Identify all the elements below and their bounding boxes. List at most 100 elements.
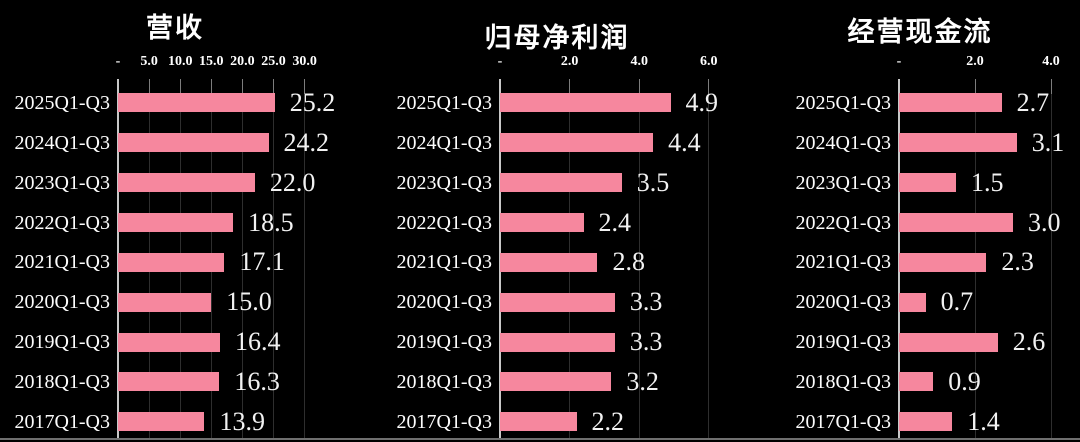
tick-mark — [148, 79, 150, 94]
bar — [500, 412, 577, 432]
bar — [899, 173, 956, 193]
bar — [899, 252, 987, 272]
bar — [899, 212, 1013, 232]
tick-mark — [179, 79, 181, 94]
category-label: 2021Q1-Q3 — [14, 251, 110, 274]
value-label: 4.9 — [685, 88, 719, 117]
category-label: 2019Q1-Q3 — [795, 331, 891, 354]
value-label: 16.3 — [234, 366, 280, 396]
value-label: 0.9 — [948, 366, 981, 396]
category-label: 2023Q1-Q3 — [795, 171, 891, 194]
value-label: 3.2 — [626, 366, 659, 396]
value-label: 3.5 — [636, 167, 670, 197]
gridline — [708, 79, 710, 438]
tick-mark — [304, 79, 306, 94]
bar — [118, 412, 205, 432]
value-label: 2.3 — [1001, 247, 1034, 277]
gridline — [273, 79, 274, 438]
category-label: 2025Q1-Q3 — [795, 92, 891, 114]
bar — [899, 292, 926, 312]
axis-tick-label: 4.0 — [630, 54, 648, 69]
category-label: 2024Q1-Q3 — [14, 131, 110, 154]
value-label: 18.5 — [248, 207, 294, 237]
tick-mark — [638, 79, 640, 94]
category-label: 2024Q1-Q3 — [396, 131, 492, 154]
bar — [118, 173, 255, 193]
category-label: 2019Q1-Q3 — [14, 331, 110, 354]
tick-mark — [974, 79, 976, 94]
bar — [118, 292, 212, 312]
category-label: 2017Q1-Q3 — [396, 410, 492, 433]
category-label: 2020Q1-Q3 — [795, 291, 891, 314]
axis-tick-label: 20.0 — [230, 54, 255, 69]
axis-tick-label: 4.0 — [1042, 54, 1060, 69]
value-label: 15.0 — [226, 287, 272, 317]
bar — [899, 412, 953, 432]
tick-mark — [210, 79, 212, 94]
value-label: 3.3 — [629, 287, 663, 317]
category-label: 2023Q1-Q3 — [14, 171, 110, 194]
bar — [500, 93, 671, 113]
bar — [500, 212, 584, 232]
axis-tick-label: 25.0 — [261, 54, 286, 69]
value-label: 2.7 — [1016, 88, 1050, 117]
value-label: 4.4 — [668, 127, 701, 157]
gridline — [241, 79, 243, 438]
category-label: 2022Q1-Q3 — [396, 211, 492, 234]
value-label: 22.0 — [269, 167, 316, 197]
bar — [500, 133, 654, 153]
category-label: 2019Q1-Q3 — [396, 331, 492, 354]
axis-tick-label: 2.0 — [560, 54, 579, 69]
category-label: 2022Q1-Q3 — [14, 211, 110, 234]
tick-mark — [273, 79, 274, 94]
category-label: 2018Q1-Q3 — [396, 370, 492, 393]
value-label: 3.0 — [1028, 207, 1061, 237]
bar — [500, 292, 615, 312]
value-label: 17.1 — [239, 247, 285, 277]
value-label: 16.4 — [235, 327, 281, 357]
value-label: 25.2 — [289, 88, 336, 117]
category-label: 2021Q1-Q3 — [795, 251, 891, 274]
chart-baseline — [0, 438, 1080, 440]
value-label: 2.6 — [1012, 327, 1046, 357]
gridline — [1050, 79, 1052, 438]
axis-tick-label: - — [896, 54, 902, 69]
bar — [118, 252, 225, 272]
value-label: 1.4 — [967, 406, 1000, 436]
bar — [899, 332, 998, 352]
value-label: 3.3 — [629, 327, 663, 357]
category-label: 2024Q1-Q3 — [795, 131, 891, 154]
bar — [500, 173, 622, 193]
axis-tick-label: - — [115, 54, 121, 69]
axis-tick-label: - — [497, 54, 503, 69]
category-label: 2020Q1-Q3 — [396, 291, 492, 314]
axis-tick-label: 5.0 — [140, 54, 158, 69]
bar — [118, 372, 220, 392]
axis-tick-label: 6.0 — [700, 54, 718, 69]
tick-mark — [569, 79, 571, 94]
value-label: 13.9 — [219, 406, 265, 436]
bar — [899, 93, 1002, 113]
bar — [118, 212, 234, 232]
gridline — [638, 79, 640, 438]
value-label: 1.5 — [971, 167, 1004, 197]
category-label: 2017Q1-Q3 — [14, 410, 110, 433]
bar — [118, 93, 275, 113]
category-label: 2025Q1-Q3 — [396, 92, 492, 114]
bar — [118, 133, 269, 153]
category-label: 2018Q1-Q3 — [14, 370, 110, 393]
tick-mark — [241, 79, 243, 94]
category-label: 2018Q1-Q3 — [795, 370, 891, 393]
gridline — [304, 79, 306, 438]
chart-title: 营收 — [146, 13, 204, 43]
value-label: 0.7 — [940, 287, 974, 317]
axis-tick-label: 15.0 — [199, 54, 224, 69]
category-label: 2020Q1-Q3 — [14, 291, 110, 314]
tick-mark — [1050, 79, 1052, 94]
category-label: 2017Q1-Q3 — [795, 410, 891, 433]
bar — [118, 332, 220, 352]
category-label: 2022Q1-Q3 — [795, 211, 891, 234]
